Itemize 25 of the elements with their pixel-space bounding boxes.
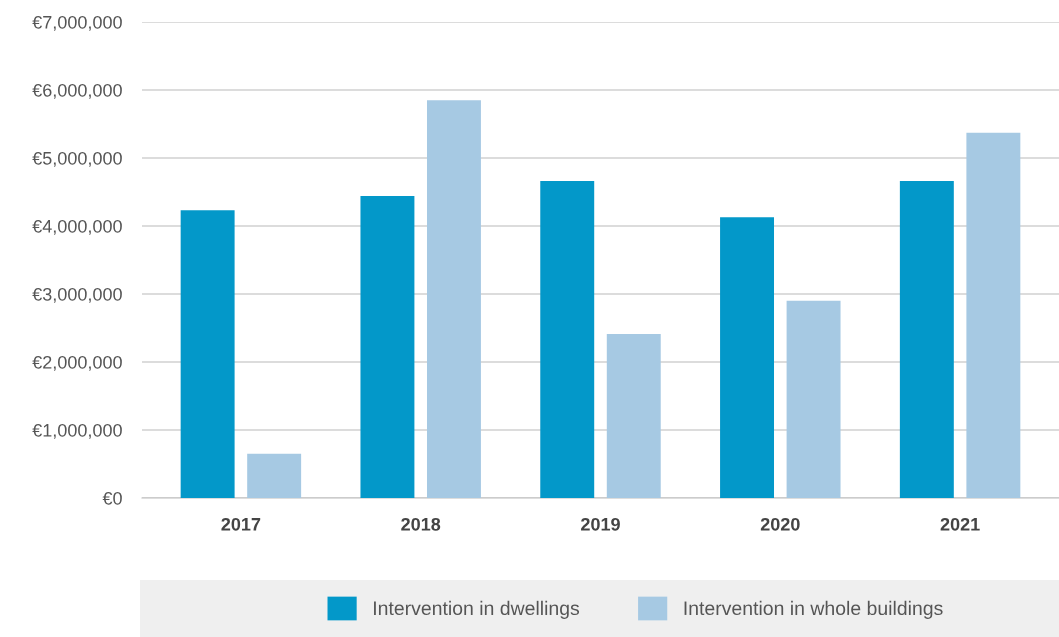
x-tick-label: 2019 — [581, 517, 620, 531]
bar — [966, 132, 1021, 498]
y-tick-label: €0 — [102, 491, 122, 505]
x-tick-label: 2021 — [940, 517, 980, 531]
legend-label: Intervention in dwellings — [374, 600, 580, 619]
y-tick-label: €3,000,000 — [32, 287, 122, 303]
bar — [180, 210, 235, 498]
bar — [247, 453, 302, 498]
x-tick-label: 2018 — [401, 517, 441, 531]
bar — [786, 300, 841, 498]
bar — [426, 100, 481, 498]
y-tick-label: €1,000,000 — [32, 423, 122, 439]
legend-label: Intervention in whole buildings — [684, 600, 943, 619]
y-tick-label: €7,000,000 — [32, 15, 122, 31]
bar — [540, 181, 595, 498]
bar — [899, 181, 954, 498]
y-tick-label: €6,000,000 — [32, 83, 122, 99]
bar — [360, 196, 415, 498]
bar — [606, 334, 661, 498]
bar — [720, 217, 775, 498]
x-tick-label: 2020 — [760, 517, 800, 531]
x-tick-label: 2017 — [221, 517, 261, 531]
y-tick-label: €5,000,000 — [32, 151, 122, 167]
y-tick-label: €2,000,000 — [32, 355, 122, 371]
y-tick-label: €4,000,000 — [32, 219, 122, 235]
